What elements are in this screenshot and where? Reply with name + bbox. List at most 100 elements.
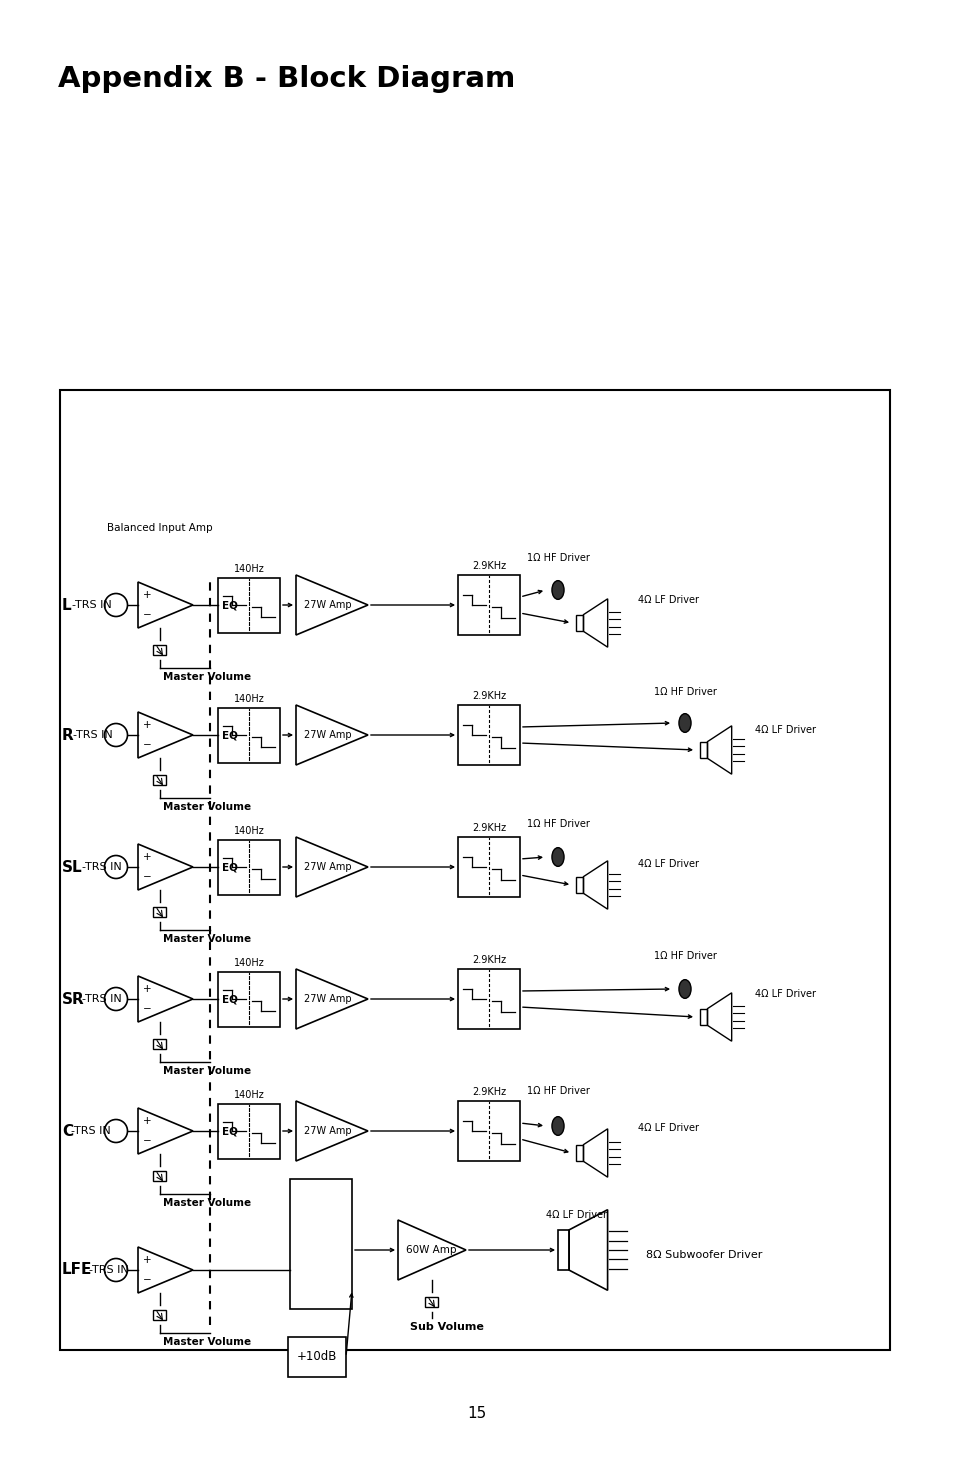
Text: Master Volume: Master Volume (163, 934, 251, 944)
Text: Sub Volume: Sub Volume (410, 1322, 483, 1332)
Text: +: + (143, 720, 152, 730)
Bar (700, 1009, 707, 1025)
Text: EQ: EQ (222, 600, 237, 611)
Text: −: − (143, 740, 152, 749)
Text: −: − (143, 1004, 152, 1013)
Text: 1Ω HF Driver: 1Ω HF Driver (526, 553, 589, 563)
Text: Master Volume: Master Volume (163, 673, 251, 681)
Text: 4Ω LF Driver: 4Ω LF Driver (638, 1122, 699, 1133)
Text: 140Hz: 140Hz (233, 826, 264, 835)
Text: 1Ω HF Driver: 1Ω HF Driver (653, 687, 716, 698)
Bar (558, 1230, 569, 1270)
Bar (218, 972, 280, 1027)
Ellipse shape (552, 1117, 563, 1136)
Text: Master Volume: Master Volume (163, 1336, 251, 1347)
Text: SR: SR (62, 991, 85, 1006)
Bar (700, 742, 707, 758)
Text: EQ: EQ (222, 730, 237, 740)
Circle shape (105, 855, 128, 879)
Bar (153, 907, 167, 917)
Text: 2.9KHz: 2.9KHz (472, 690, 505, 701)
Ellipse shape (552, 848, 563, 866)
Ellipse shape (679, 979, 690, 999)
Bar (153, 1171, 167, 1181)
Bar (288, 1336, 346, 1378)
Text: +: + (143, 1117, 152, 1125)
Text: EQ: EQ (222, 994, 237, 1004)
Text: 1Ω HF Driver: 1Ω HF Driver (653, 951, 716, 962)
Text: 2.9KHz: 2.9KHz (472, 1087, 505, 1097)
Bar (457, 575, 519, 636)
Text: -TRS IN: -TRS IN (89, 1266, 129, 1274)
Text: −: − (143, 1136, 152, 1146)
Text: 140Hz: 140Hz (233, 1090, 264, 1099)
Ellipse shape (552, 581, 563, 599)
Text: Master Volume: Master Volume (163, 1066, 251, 1075)
Text: 140Hz: 140Hz (233, 693, 264, 704)
Text: -TRS IN: -TRS IN (73, 730, 112, 740)
Text: 15: 15 (467, 1406, 486, 1420)
Text: 27W Amp: 27W Amp (304, 994, 352, 1004)
Text: 2.9KHz: 2.9KHz (472, 954, 505, 965)
Circle shape (105, 593, 128, 617)
Text: 8Ω Subwoofer Driver: 8Ω Subwoofer Driver (645, 1249, 761, 1260)
Bar (153, 1038, 167, 1049)
Bar (218, 708, 280, 763)
Text: R: R (62, 727, 73, 742)
Bar (60, 389, 889, 1350)
Text: 4Ω LF Driver: 4Ω LF Driver (754, 990, 815, 999)
Text: +: + (143, 1255, 152, 1266)
Text: +: + (143, 853, 152, 861)
Circle shape (105, 987, 128, 1010)
Text: EQ: EQ (222, 861, 237, 872)
Text: 4Ω LF Driver: 4Ω LF Driver (545, 1210, 606, 1220)
Text: 140Hz: 140Hz (233, 563, 264, 574)
Text: 2.9KHz: 2.9KHz (472, 560, 505, 571)
Text: -TRS IN: -TRS IN (71, 600, 112, 611)
Text: 2.9KHz: 2.9KHz (472, 823, 505, 833)
Bar (457, 705, 519, 766)
Text: L: L (62, 597, 71, 612)
Circle shape (105, 1258, 128, 1282)
Text: 27W Amp: 27W Amp (304, 600, 352, 611)
Bar (457, 1100, 519, 1161)
Bar (218, 1103, 280, 1158)
Bar (425, 1297, 438, 1307)
Circle shape (105, 724, 128, 746)
Text: 60W Amp: 60W Amp (406, 1245, 456, 1255)
Text: 4Ω LF Driver: 4Ω LF Driver (638, 858, 699, 869)
Circle shape (105, 1120, 128, 1143)
Text: −: − (143, 611, 152, 620)
Text: Master Volume: Master Volume (163, 1198, 251, 1208)
Bar (576, 1145, 583, 1161)
Text: −: − (143, 872, 152, 882)
Text: 27W Amp: 27W Amp (304, 1125, 352, 1136)
Text: -TRS IN: -TRS IN (71, 1125, 111, 1136)
Text: Balanced Input Amp: Balanced Input Amp (107, 524, 213, 532)
Text: LFE: LFE (62, 1263, 92, 1277)
Bar (153, 645, 167, 655)
Bar (218, 839, 280, 894)
Text: C: C (62, 1124, 73, 1139)
Text: Master Volume: Master Volume (163, 802, 251, 813)
Bar (290, 1179, 352, 1308)
Bar (457, 836, 519, 897)
Text: Appendix B - Block Diagram: Appendix B - Block Diagram (58, 65, 515, 93)
Text: 27W Amp: 27W Amp (304, 730, 352, 740)
Text: +: + (143, 984, 152, 994)
Text: +: + (143, 590, 152, 600)
Ellipse shape (679, 714, 690, 733)
Text: EQ: EQ (222, 1125, 237, 1136)
Text: -TRS IN: -TRS IN (82, 861, 122, 872)
Bar (457, 969, 519, 1030)
Text: 4Ω LF Driver: 4Ω LF Driver (638, 594, 699, 605)
Bar (576, 615, 583, 631)
Bar (153, 774, 167, 785)
Bar (576, 876, 583, 894)
Text: 1Ω HF Driver: 1Ω HF Driver (526, 819, 589, 829)
Text: -TRS IN: -TRS IN (82, 994, 122, 1004)
Text: 27W Amp: 27W Amp (304, 861, 352, 872)
Text: SL: SL (62, 860, 83, 875)
Text: +10dB: +10dB (296, 1351, 336, 1363)
Text: 1Ω HF Driver: 1Ω HF Driver (526, 1086, 589, 1096)
